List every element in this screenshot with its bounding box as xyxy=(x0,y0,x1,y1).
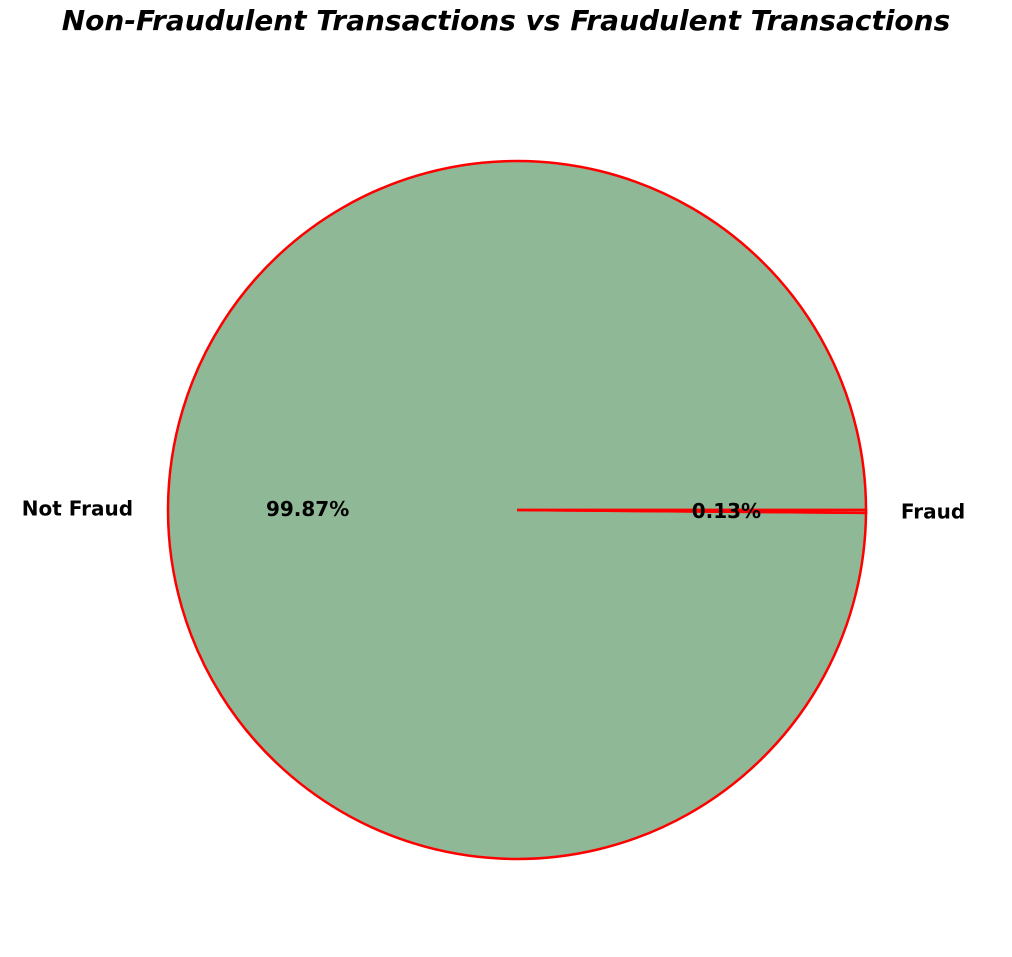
slice-pct-fraud: 0.13% xyxy=(692,499,761,523)
pie-slices xyxy=(166,159,868,861)
pie-slice-fraud xyxy=(516,508,868,515)
slice-label-fraud: Fraud xyxy=(901,500,965,524)
slice-label-not-fraud: Not Fraud xyxy=(22,496,133,520)
chart-title: Non-Fraudulent Transactions vs Fraudulen… xyxy=(61,4,951,37)
pie-labels: Not Fraud 99.87% Fraud 0.13% xyxy=(22,496,965,523)
slice-pct-not-fraud: 99.87% xyxy=(266,497,349,521)
